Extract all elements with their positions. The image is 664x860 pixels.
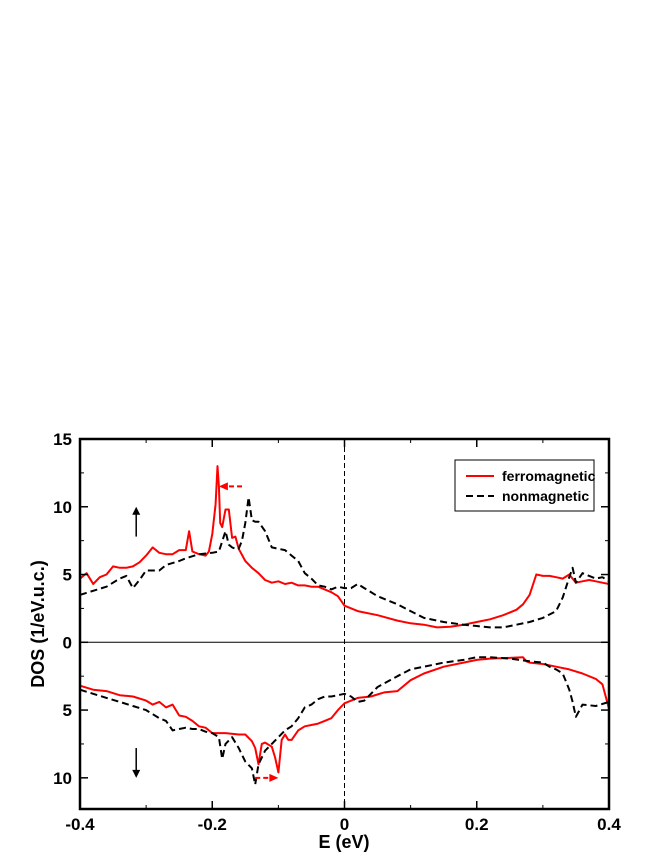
series-line-ferromagnetic-up bbox=[80, 465, 609, 629]
x-tick-label: -0.4 bbox=[65, 815, 95, 834]
y-tick-label: 5 bbox=[63, 566, 72, 585]
y-tick-label: 10 bbox=[53, 769, 72, 788]
x-axis-title: E (eV) bbox=[318, 832, 369, 852]
reference-lines bbox=[80, 439, 609, 809]
legend-label-nonmagnetic: nonmagnetic bbox=[502, 488, 589, 504]
legend-box bbox=[454, 459, 595, 512]
shift-arrow-left-head bbox=[218, 482, 228, 491]
x-tick-label: 0 bbox=[340, 815, 349, 834]
x-axis: -0.4 -0.2 0 0.2 0.4 bbox=[65, 439, 621, 834]
spin-up-arrow-head bbox=[132, 506, 141, 515]
spin-down-arrow-head bbox=[132, 769, 141, 778]
y-axis: 15 10 5 0 5 10 bbox=[53, 430, 609, 788]
series-layer bbox=[80, 465, 609, 786]
y-axis-title: DOS (1/eV.u.c.) bbox=[28, 560, 48, 687]
x-tick-label: 0.2 bbox=[465, 815, 489, 834]
legend: ferromagnetic nonmagnetic bbox=[454, 459, 596, 512]
x-tick-label: -0.2 bbox=[198, 815, 227, 834]
series-line-nonmagnetic-up bbox=[80, 496, 609, 629]
y-tick-label: 5 bbox=[63, 701, 72, 720]
series-line-ferromagnetic-down bbox=[80, 656, 609, 774]
x-tick-label: 0.4 bbox=[597, 815, 621, 834]
y-tick-label: 0 bbox=[63, 633, 72, 652]
y-tick-label: 15 bbox=[53, 430, 72, 449]
shift-arrow-right-head bbox=[269, 773, 279, 782]
y-tick-label: 10 bbox=[53, 498, 72, 517]
series-line-nonmagnetic-down bbox=[80, 656, 609, 786]
legend-label-ferromagnetic: ferromagnetic bbox=[502, 468, 596, 484]
annotation-layer bbox=[132, 482, 279, 782]
